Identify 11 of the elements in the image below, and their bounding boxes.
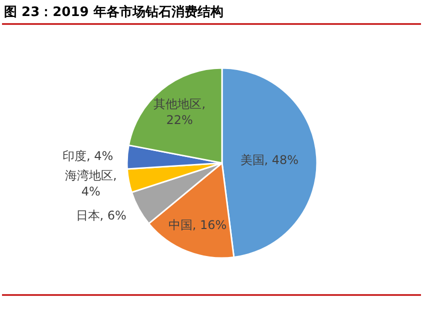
slice-label: 海湾地区 [65,168,114,182]
data-label: , 16% [192,218,227,232]
slice-label: 中国 [168,218,192,232]
data-label: , 4% [86,149,114,164]
data-label: , 6% [100,208,126,223]
slice-label: 日本 [76,208,100,223]
slice-label: 美国 [240,153,264,168]
chart-title: 图 23：2019 年各市场钻石消费结构 [4,4,224,20]
slice-label: 其他地区 [154,96,202,111]
slice-label: 印度 [62,149,87,164]
data-label: , 48% [264,153,299,168]
